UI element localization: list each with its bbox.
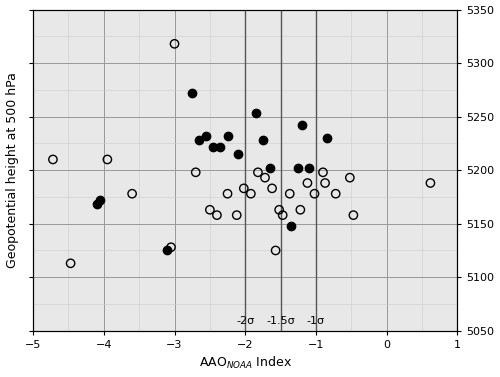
Point: [66, 260, 74, 266]
Point: [296, 207, 304, 213]
Point: [167, 244, 175, 250]
Point: [294, 165, 302, 171]
Point: [170, 41, 178, 47]
Point: [216, 144, 224, 150]
Point: [224, 133, 232, 139]
Point: [49, 156, 57, 162]
Point: [278, 212, 286, 218]
Point: [275, 207, 283, 213]
Point: [254, 169, 262, 175]
X-axis label: AAO$_{NOAA}$ Index: AAO$_{NOAA}$ Index: [198, 356, 292, 371]
Point: [321, 180, 329, 186]
Point: [164, 247, 172, 253]
Point: [93, 201, 101, 207]
Point: [232, 212, 240, 218]
Point: [224, 191, 232, 197]
Text: -1.5σ: -1.5σ: [266, 316, 295, 326]
Point: [210, 144, 218, 150]
Point: [192, 169, 200, 175]
Point: [206, 207, 214, 213]
Point: [261, 175, 269, 181]
Point: [426, 180, 434, 186]
Point: [350, 212, 358, 218]
Point: [240, 185, 248, 192]
Point: [252, 110, 260, 116]
Point: [104, 156, 112, 162]
Point: [213, 212, 221, 218]
Point: [298, 122, 306, 128]
Point: [234, 151, 242, 157]
Point: [272, 247, 280, 253]
Point: [310, 191, 318, 197]
Point: [304, 180, 312, 186]
Point: [319, 169, 327, 175]
Text: -1σ: -1σ: [307, 316, 325, 326]
Y-axis label: Geopotential height at 500 hPa: Geopotential height at 500 hPa: [6, 72, 18, 268]
Point: [332, 191, 340, 197]
Point: [287, 223, 295, 229]
Point: [128, 191, 136, 197]
Text: -2σ: -2σ: [236, 316, 255, 326]
Point: [259, 137, 267, 143]
Point: [202, 133, 210, 139]
Point: [188, 90, 196, 96]
Point: [196, 137, 203, 143]
Point: [305, 165, 313, 171]
Point: [268, 185, 276, 192]
Point: [247, 191, 255, 197]
Point: [322, 135, 330, 141]
Point: [96, 197, 104, 203]
Point: [266, 165, 274, 171]
Point: [346, 175, 354, 181]
Point: [286, 191, 294, 197]
